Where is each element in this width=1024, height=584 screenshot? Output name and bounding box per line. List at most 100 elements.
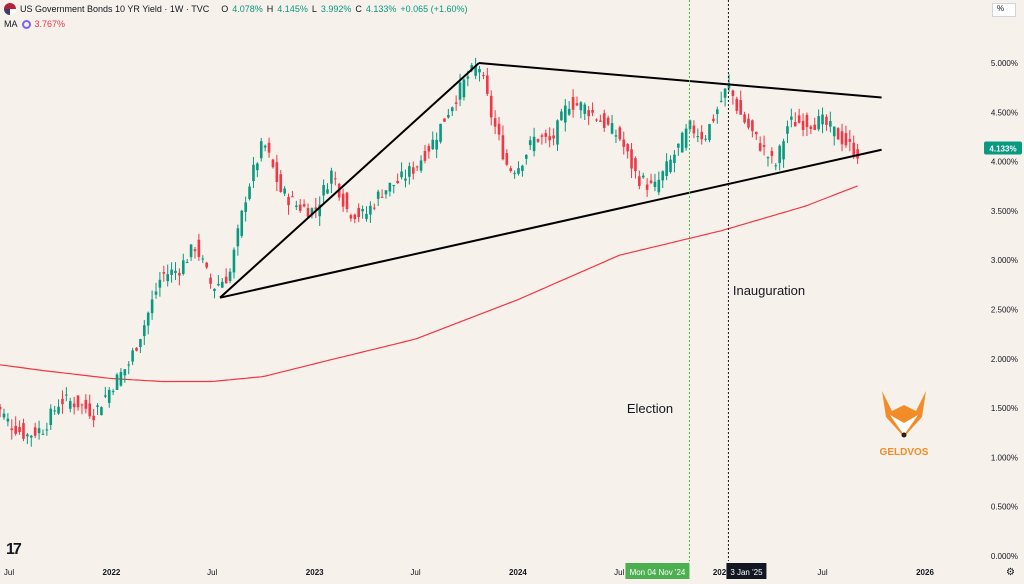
candle-body bbox=[817, 116, 820, 130]
candle-body bbox=[143, 325, 146, 337]
candle-body bbox=[213, 288, 216, 292]
y-tick-label: 3.500% bbox=[991, 207, 1018, 216]
low-value: 3.992% bbox=[320, 4, 352, 14]
candle-body bbox=[466, 76, 470, 79]
candle-body bbox=[454, 102, 458, 104]
y-tick-label: 5.000% bbox=[991, 59, 1018, 68]
candle-body bbox=[719, 100, 723, 102]
candle-body bbox=[521, 165, 524, 171]
y-tick-label: 3.000% bbox=[991, 256, 1018, 265]
candle-body bbox=[166, 274, 169, 282]
candle-body bbox=[497, 123, 501, 135]
event-date-label: Mon 04 Nov '24 bbox=[630, 568, 686, 577]
candle-body bbox=[513, 173, 516, 175]
candle-body bbox=[731, 90, 735, 96]
x-tick-label: 2025 bbox=[713, 568, 731, 577]
candle-body bbox=[852, 142, 856, 157]
candle-body bbox=[29, 435, 33, 438]
x-tick-label: 2023 bbox=[306, 568, 324, 577]
candle-body bbox=[2, 413, 6, 418]
candle-body bbox=[786, 126, 789, 134]
ma-label[interactable]: MA bbox=[4, 19, 18, 29]
candle-body bbox=[673, 154, 676, 164]
candle-body bbox=[267, 142, 271, 153]
fox-logo-icon bbox=[890, 415, 918, 435]
candle-body bbox=[614, 135, 618, 137]
candle-body bbox=[743, 114, 746, 123]
candle-body bbox=[439, 123, 442, 142]
candle-body bbox=[298, 204, 302, 211]
candle-body bbox=[302, 204, 306, 207]
symbol-title[interactable]: US Government Bonds 10 YR Yield · 1W · T… bbox=[20, 4, 210, 14]
candle-body bbox=[536, 139, 540, 142]
candle-body bbox=[762, 145, 766, 147]
candle-body bbox=[295, 205, 298, 207]
legend-ma-row: MA 3.767% bbox=[4, 19, 65, 29]
candle-body bbox=[224, 276, 228, 284]
tradingview-logo-icon[interactable]: 17 bbox=[6, 541, 22, 558]
event-date-badge bbox=[625, 563, 690, 579]
y-tick-label: 2.500% bbox=[991, 306, 1018, 315]
x-tick-label: 2024 bbox=[509, 568, 527, 577]
candle-body bbox=[37, 428, 41, 434]
candle-body bbox=[575, 103, 579, 106]
candle-body bbox=[653, 181, 657, 188]
candle-body bbox=[68, 401, 72, 409]
candle-body bbox=[33, 427, 37, 436]
candle-body bbox=[271, 159, 275, 168]
candle-body bbox=[318, 204, 322, 217]
candle-body bbox=[49, 408, 53, 426]
candle-body bbox=[10, 428, 14, 431]
y-tick-label: 1.500% bbox=[991, 404, 1018, 413]
candle-body bbox=[252, 164, 255, 182]
candle-body bbox=[217, 283, 220, 286]
candle-body bbox=[119, 372, 123, 386]
candle-body bbox=[279, 174, 283, 192]
percent-scale-button[interactable]: % bbox=[992, 3, 1016, 17]
candle-body bbox=[704, 138, 707, 140]
candle-body bbox=[661, 171, 665, 181]
watermark-brand: GELDVOS bbox=[880, 447, 929, 458]
candle-body bbox=[306, 208, 310, 217]
candle-body bbox=[630, 149, 633, 169]
candle-body bbox=[567, 108, 571, 115]
candle-body bbox=[131, 350, 134, 362]
x-tick-label: 2022 bbox=[103, 568, 121, 577]
candle-body bbox=[723, 88, 727, 98]
candle-body bbox=[419, 160, 423, 171]
annotation-inauguration: Inauguration bbox=[733, 283, 805, 298]
settings-icon[interactable]: ⚙ bbox=[1006, 567, 1015, 578]
candle-body bbox=[275, 162, 279, 182]
candle-body bbox=[489, 95, 493, 118]
candle-body bbox=[680, 132, 684, 153]
candle-body bbox=[622, 139, 626, 147]
fox-logo-icon bbox=[882, 391, 926, 437]
candle-body bbox=[493, 118, 497, 127]
candle-body bbox=[758, 143, 762, 151]
candle-body bbox=[369, 205, 372, 215]
candle-body bbox=[26, 434, 29, 437]
candle-body bbox=[634, 158, 637, 172]
y-tick-label: 4.000% bbox=[991, 158, 1018, 167]
candle-body bbox=[563, 105, 567, 123]
indicator-icon[interactable] bbox=[21, 19, 31, 29]
candle-body bbox=[400, 171, 403, 178]
candle-body bbox=[92, 415, 95, 421]
candle-body bbox=[431, 139, 435, 150]
candle-body bbox=[509, 168, 513, 171]
candle-body bbox=[825, 116, 828, 125]
candle-body bbox=[84, 399, 88, 409]
candle-body bbox=[139, 339, 142, 348]
candle-body bbox=[22, 423, 25, 439]
candle-body bbox=[548, 136, 551, 141]
y-tick-label: 4.500% bbox=[991, 108, 1018, 117]
candle-body bbox=[727, 83, 731, 89]
candle-body bbox=[415, 166, 419, 168]
candle-body bbox=[388, 182, 392, 192]
candle-body bbox=[244, 202, 247, 212]
candle-body bbox=[291, 196, 294, 198]
candle-body bbox=[626, 144, 629, 152]
candle-body bbox=[474, 65, 477, 76]
